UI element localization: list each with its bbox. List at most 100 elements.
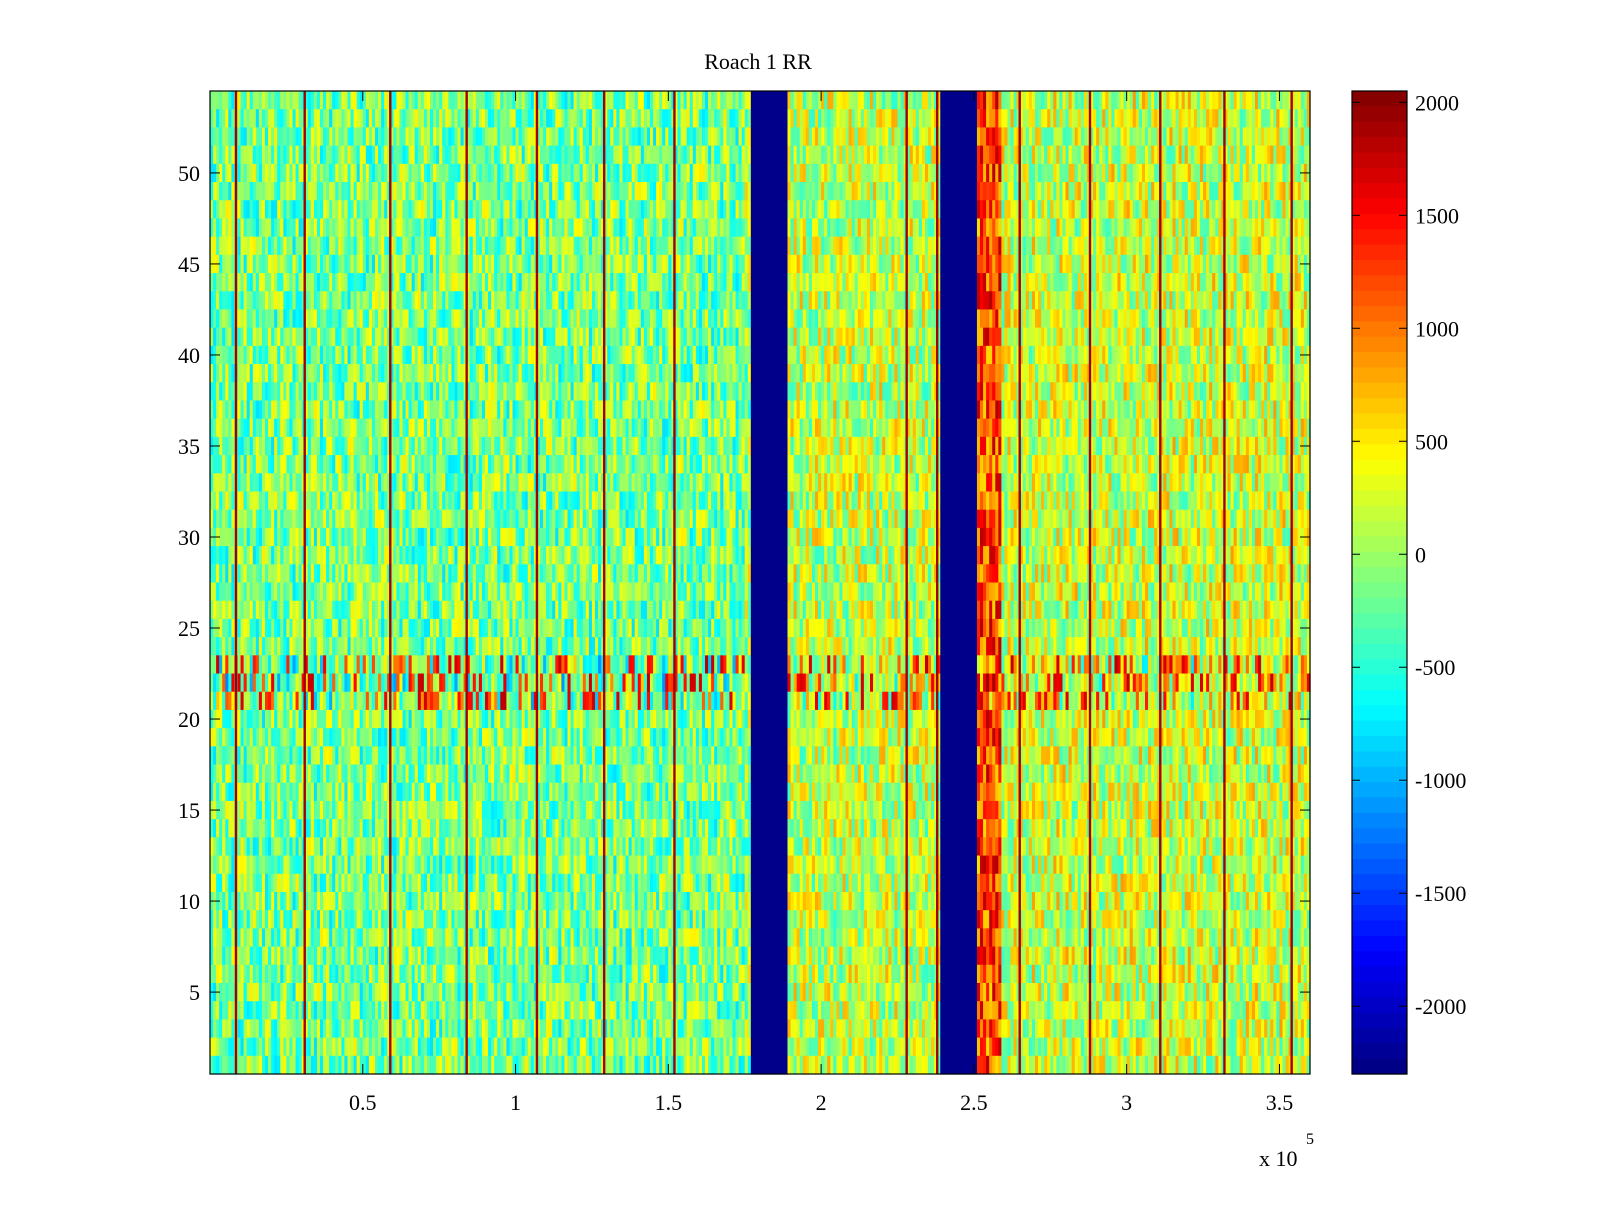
heatmap-cell bbox=[246, 691, 251, 711]
heatmap-cell bbox=[286, 891, 291, 911]
heatmap-cell bbox=[258, 946, 263, 966]
heatmap-cell bbox=[274, 637, 278, 656]
heatmap-cell bbox=[261, 564, 266, 584]
heatmap-cell bbox=[286, 564, 291, 584]
heatmap-cell bbox=[210, 910, 214, 929]
heatmap-cell bbox=[255, 964, 260, 984]
heatmap-cell bbox=[255, 1055, 260, 1075]
heatmap-cell bbox=[261, 709, 266, 729]
heatmap-cell bbox=[228, 1037, 232, 1057]
heatmap-cell bbox=[249, 600, 254, 620]
heatmap-cell bbox=[228, 982, 232, 1002]
heatmap-cell bbox=[274, 127, 278, 147]
heatmap-cell bbox=[268, 782, 272, 802]
heatmap-cell bbox=[240, 891, 245, 911]
heatmap-cell bbox=[268, 218, 272, 238]
heatmap-cell bbox=[243, 382, 248, 402]
heatmap-cell bbox=[277, 928, 281, 948]
heatmap-cell bbox=[280, 309, 284, 329]
heatmap-cell bbox=[249, 819, 254, 838]
heatmap-cell bbox=[277, 982, 281, 1002]
heatmap-cell bbox=[237, 273, 242, 292]
heatmap-cell bbox=[243, 910, 248, 929]
heatmap-cell bbox=[268, 327, 272, 347]
heatmap-cell bbox=[258, 910, 263, 929]
heatmap-cell bbox=[210, 291, 214, 311]
heatmap-cell bbox=[277, 491, 281, 511]
heatmap-cell bbox=[261, 982, 266, 1002]
heatmap-cell bbox=[249, 182, 254, 201]
heatmap-cell bbox=[210, 182, 214, 201]
heatmap-cell bbox=[240, 182, 245, 201]
heatmap-cell bbox=[265, 673, 269, 693]
heatmap-cell bbox=[255, 273, 260, 292]
heatmap-cell bbox=[231, 400, 236, 420]
heatmap-cell bbox=[213, 491, 217, 511]
heatmap-cell bbox=[231, 291, 236, 311]
heatmap-cell bbox=[271, 327, 275, 347]
heatmap-cell bbox=[228, 709, 232, 729]
heatmap-cell bbox=[252, 618, 257, 638]
heatmap-cell bbox=[237, 127, 242, 147]
heatmap-cell bbox=[228, 746, 232, 766]
heatmap-cell bbox=[228, 345, 232, 365]
heatmap-cell bbox=[255, 764, 260, 784]
heatmap-cell bbox=[222, 1037, 226, 1057]
heatmap-cell bbox=[283, 1019, 287, 1039]
heatmap-cell bbox=[283, 564, 287, 584]
heatmap-cell bbox=[246, 345, 251, 365]
heatmap-cell bbox=[225, 1055, 229, 1075]
heatmap-cell bbox=[283, 473, 287, 493]
heatmap-cell bbox=[252, 709, 257, 729]
heatmap-cell bbox=[237, 527, 242, 547]
heatmap-cell bbox=[271, 200, 275, 220]
heatmap-cell bbox=[283, 673, 287, 693]
heatmap-cell bbox=[255, 1037, 260, 1057]
heatmap-cell bbox=[240, 273, 245, 292]
heatmap-cell bbox=[271, 436, 275, 456]
heatmap-cell bbox=[222, 819, 226, 838]
heatmap-cell bbox=[261, 291, 266, 311]
heatmap-cell bbox=[265, 782, 269, 802]
heatmap-cell bbox=[237, 946, 242, 966]
heatmap-cell bbox=[243, 200, 248, 220]
heatmap-cell bbox=[271, 91, 275, 110]
heatmap-cell bbox=[219, 127, 223, 147]
heatmap-cell bbox=[283, 91, 287, 110]
heatmap-cell bbox=[225, 455, 229, 474]
heatmap-cell bbox=[222, 946, 226, 966]
heatmap-cell bbox=[286, 236, 291, 256]
heatmap-cell bbox=[274, 509, 278, 529]
heatmap-cell bbox=[243, 837, 248, 857]
heatmap-cell bbox=[219, 582, 223, 602]
heatmap-cell bbox=[283, 946, 287, 966]
heatmap-cell bbox=[268, 891, 272, 911]
heatmap-cell bbox=[237, 1055, 242, 1075]
heatmap-cell bbox=[216, 964, 220, 984]
heatmap-cell bbox=[280, 600, 284, 620]
heatmap-cell bbox=[268, 291, 272, 311]
heatmap-cell bbox=[252, 655, 257, 675]
heatmap-cell bbox=[216, 691, 220, 711]
heatmap-cell bbox=[210, 509, 214, 529]
heatmap-cell bbox=[213, 855, 217, 875]
heatmap-cell bbox=[231, 127, 236, 147]
heatmap-cell bbox=[280, 800, 284, 820]
heatmap-cell bbox=[277, 782, 281, 802]
heatmap-cell bbox=[240, 964, 245, 984]
heatmap-cell bbox=[222, 236, 226, 256]
heatmap-cell bbox=[237, 473, 242, 493]
heatmap-cell bbox=[268, 163, 272, 183]
heatmap-cell bbox=[261, 491, 266, 511]
heatmap-cell bbox=[240, 673, 245, 693]
heatmap-cell bbox=[255, 309, 260, 329]
heatmap-cell bbox=[246, 910, 251, 929]
heatmap-cell bbox=[271, 819, 275, 838]
heatmap-cell bbox=[255, 345, 260, 365]
heatmap-cell bbox=[210, 109, 214, 128]
heatmap-cell bbox=[246, 436, 251, 456]
heatmap-cell bbox=[283, 746, 287, 766]
heatmap-cell bbox=[274, 891, 278, 911]
heatmap-cell bbox=[286, 673, 291, 693]
heatmap-cell bbox=[246, 291, 251, 311]
